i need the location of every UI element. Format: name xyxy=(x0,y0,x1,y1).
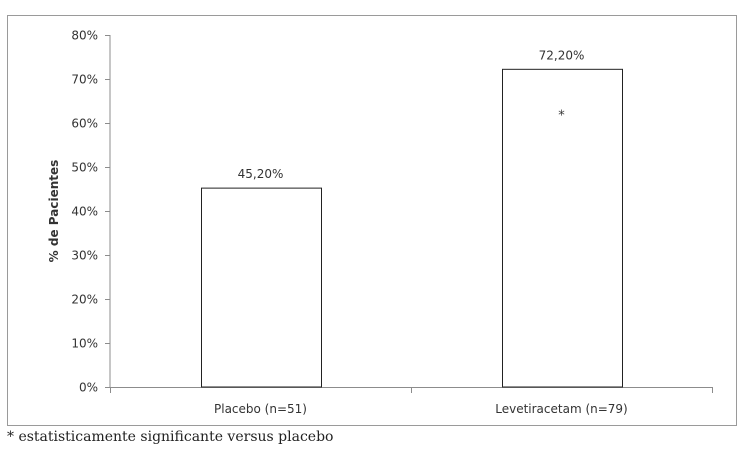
y-axis-title: % de Pacientes xyxy=(47,160,61,263)
bar xyxy=(502,68,623,388)
bar-data-label: 45,20% xyxy=(238,167,284,181)
x-category-label: Levetiracetam (n=79) xyxy=(495,402,628,416)
footnote: * estatisticamente significante versus p… xyxy=(7,429,334,445)
x-category-label: Placebo (n=51) xyxy=(214,402,307,416)
y-tick-label: 50% xyxy=(71,161,98,175)
y-tick-label: 30% xyxy=(71,249,98,263)
y-axis: 0% 10% 20% 30% 40% 50% 60% 70% 80% xyxy=(71,29,111,395)
y-tick-label: 20% xyxy=(71,293,98,307)
y-tick-label: 70% xyxy=(71,73,98,87)
y-tick-label: 80% xyxy=(71,29,98,43)
bars: 45,20% Placebo (n=51) 72,20% * Levetiracetam… xyxy=(201,48,628,416)
y-tick-label: 10% xyxy=(71,337,98,351)
bar xyxy=(201,187,322,388)
y-tick-label: 40% xyxy=(71,205,98,219)
bar-data-label: 72,20% xyxy=(539,48,585,62)
y-tick-label: 60% xyxy=(71,117,98,131)
y-tick-label: 0% xyxy=(79,381,98,395)
x-axis xyxy=(105,387,713,393)
significance-marker: * xyxy=(558,108,565,123)
